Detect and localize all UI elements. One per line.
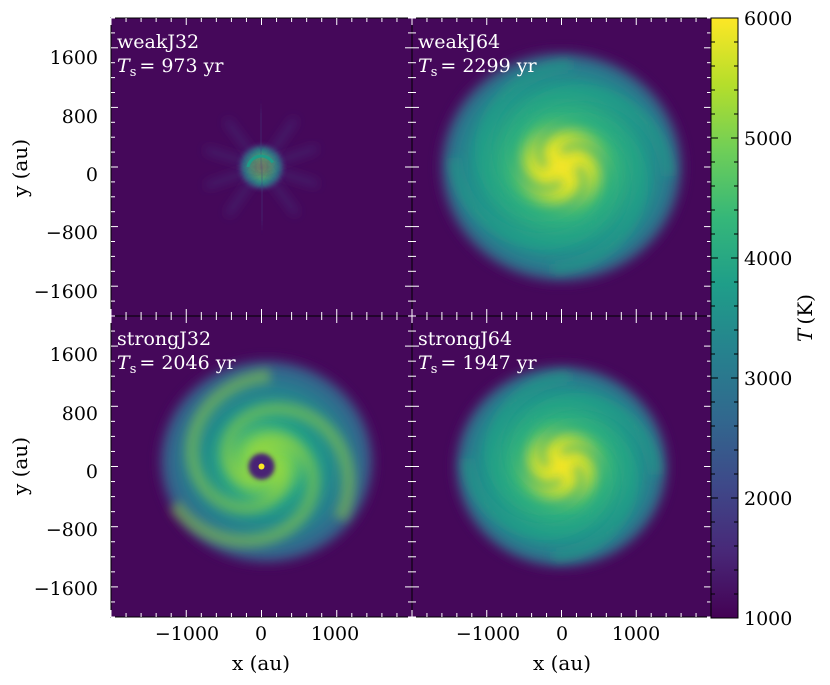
spiral-arm <box>507 87 675 193</box>
y-tick-label: 0 <box>86 461 98 483</box>
halo-ray <box>225 165 264 217</box>
y-tick-label: −1600 <box>34 578 98 600</box>
halo-ray <box>257 108 265 168</box>
panel-label-weakJ32: weakJ32 Ts = 973 yr <box>117 31 224 80</box>
halo-ray <box>204 164 263 189</box>
colorbar-tick-label: 4000 <box>744 248 792 270</box>
spiral-arm <box>448 141 616 247</box>
y-tick-label: 1600 <box>50 47 98 69</box>
y-tick-label: −800 <box>46 519 98 541</box>
colorbar-tick-label: 3000 <box>744 368 792 390</box>
colorbar <box>710 17 739 619</box>
x-tick-label: −1000 <box>456 623 520 645</box>
panel-weakJ64 <box>412 18 711 316</box>
x-tick-label: −1000 <box>155 623 219 645</box>
y-tick-label: 0 <box>86 164 98 186</box>
spiral-arm <box>534 115 646 275</box>
x-tick-label: 1000 <box>311 623 359 645</box>
panel-label-weakJ64: weakJ64 Ts = 2299 yr <box>418 31 537 80</box>
spiral-arm <box>487 371 586 513</box>
halo-ray <box>260 145 319 170</box>
colorbar-gradient <box>710 17 739 619</box>
halo-ray <box>258 166 266 226</box>
y-axis-label: y (au) <box>8 139 32 198</box>
spiral-arm <box>477 59 589 219</box>
panel-timestamp: Ts = 2299 yr <box>418 55 537 80</box>
x-tick-label: 0 <box>556 623 568 645</box>
panel-label-strongJ64: strongJ64 Ts = 1947 yr <box>418 328 537 377</box>
panel-strongJ32 <box>111 316 412 617</box>
panel-grid <box>110 17 712 618</box>
panel-label-strongJ32: strongJ32 Ts = 2046 yr <box>117 328 236 377</box>
hot-core <box>530 139 593 195</box>
y-axis-label: y (au) <box>8 437 32 496</box>
halo-ray <box>204 146 263 170</box>
y-tick-label: −1600 <box>34 281 98 303</box>
colorbar-tick-label: 5000 <box>744 128 792 150</box>
halo-ray <box>259 117 298 169</box>
y-tick-labels-top: 1600 800 0 −800 −1600 <box>34 47 98 303</box>
x-tick-label: 0 <box>255 623 267 645</box>
panel-timestamp: Ts = 973 yr <box>117 55 224 80</box>
hot-core <box>534 442 589 491</box>
x-tick-labels-right: −1000 0 1000 <box>456 623 660 645</box>
halo-ray <box>223 118 264 169</box>
spiral-arm <box>246 154 275 168</box>
x-axis-label: x (au) <box>232 651 290 675</box>
y-tick-label: 800 <box>62 106 98 128</box>
y-tick-label: 1600 <box>50 344 98 366</box>
y-tick-label: 800 <box>62 403 98 425</box>
central-source <box>258 463 265 470</box>
axis-ticks <box>110 17 712 618</box>
spiral-arm <box>219 401 356 522</box>
spiral-arm <box>184 368 288 515</box>
y-tick-labels-bottom: 1600 800 0 −800 −1600 <box>34 344 98 600</box>
x-tick-label: 1000 <box>612 623 660 645</box>
panel-weakJ32 <box>111 18 412 316</box>
panel-name: weakJ64 <box>418 31 500 53</box>
panel-name: strongJ32 <box>117 328 211 350</box>
colorbar-label: T(K) <box>793 294 817 342</box>
x-tick-labels-left: −1000 0 1000 <box>155 623 359 645</box>
panel-strongJ64 <box>412 316 711 617</box>
colorbar-tick-labels: 6000 5000 4000 3000 2000 1000 <box>744 8 792 630</box>
colorbar-tick-label: 2000 <box>744 488 792 510</box>
spiral-arm <box>169 433 321 548</box>
spiral-arm <box>513 395 662 490</box>
halo-ray <box>259 165 300 216</box>
panel-name: strongJ64 <box>418 328 512 350</box>
x-axis-label: x (au) <box>533 651 591 675</box>
colorbar-tick-label: 6000 <box>744 8 792 30</box>
y-tick-label: −800 <box>46 222 98 244</box>
panel-name: weakJ32 <box>117 31 199 53</box>
panel-timestamp: Ts = 1947 yr <box>418 352 537 377</box>
spiral-arm <box>461 443 610 538</box>
panel-timestamp: Ts = 2046 yr <box>117 352 236 377</box>
colorbar-tick-label: 1000 <box>744 608 792 630</box>
halo-ray <box>260 164 319 188</box>
spiral-arm <box>537 420 636 562</box>
